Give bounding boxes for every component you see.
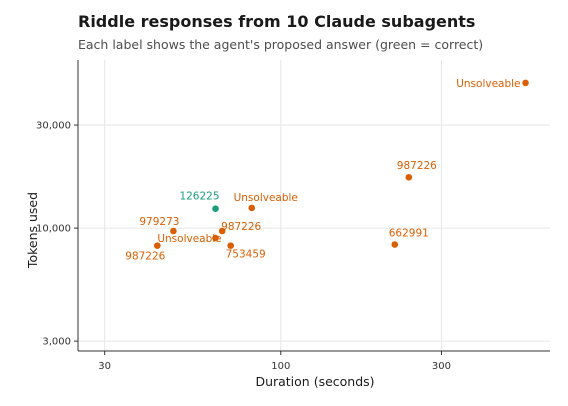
x-tick-label: 300	[432, 361, 451, 372]
x-axis-title: Duration (seconds)	[255, 374, 374, 389]
data-point	[212, 205, 219, 213]
point-label: Unsolveable	[157, 233, 221, 245]
chart-title: Riddle responses from 10 Claude subagent…	[78, 12, 475, 31]
axes	[74, 60, 550, 355]
data-point	[212, 234, 219, 242]
y-axis-title: Tokens used	[25, 192, 40, 269]
y-tick-label: 3,000	[42, 337, 71, 348]
point-label: 753459	[226, 249, 266, 261]
data-point	[218, 227, 226, 235]
data-point	[248, 204, 256, 212]
point-label: 987226	[125, 251, 165, 263]
x-tick-label: 100	[271, 361, 290, 372]
data-point	[227, 242, 234, 249]
gridlines	[78, 60, 550, 351]
y-tick-label: 10,000	[36, 224, 71, 235]
data-point	[522, 79, 529, 87]
chart-subtitle: Each label shows the agent's proposed an…	[78, 37, 483, 52]
data-point	[405, 173, 413, 181]
x-tick-label: 30	[98, 361, 111, 372]
data-points	[154, 79, 529, 249]
point-label: 987226	[221, 221, 261, 233]
tick-labels: 30 100 300 3,000 10,000 30,000	[36, 121, 451, 372]
y-tick-label: 30,000	[36, 121, 71, 132]
point-label: 126225	[179, 191, 219, 203]
point-label: Unsolveable	[234, 192, 298, 204]
point-label: 662991	[389, 227, 429, 239]
data-point	[154, 242, 161, 249]
data-point	[170, 227, 177, 235]
point-label: 987226	[397, 160, 437, 172]
data-point	[391, 241, 399, 248]
point-label: 979273	[139, 216, 179, 228]
point-label: Unsolveable	[456, 78, 520, 90]
